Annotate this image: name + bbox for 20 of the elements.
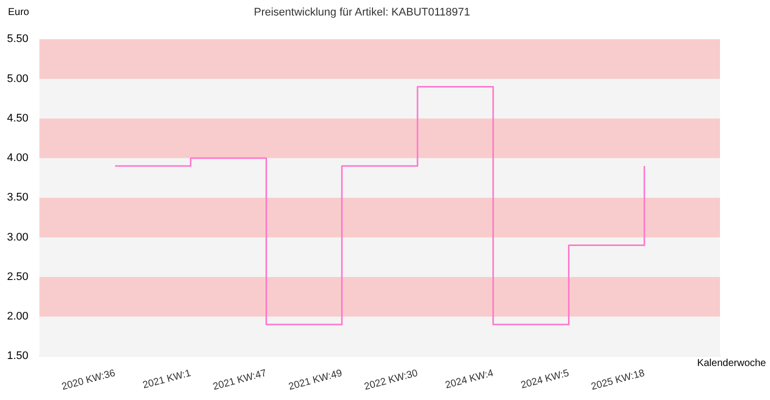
- x-tick-label: 2021 KW:49: [288, 368, 344, 393]
- x-tick-label: 2025 KW:18: [590, 368, 646, 393]
- chart-title: Preisentwicklung für Artikel: KABUT0118971: [254, 6, 470, 19]
- y-axis-title: Euro: [8, 6, 30, 18]
- x-tick-label: 2024 KW:5: [520, 368, 571, 392]
- x-tick-label: 2021 KW:47: [212, 368, 268, 393]
- y-tick-label: 3.50: [6, 192, 28, 204]
- y-tick-label: 5.50: [6, 33, 28, 46]
- x-tick-label: 2022 KW:30: [363, 368, 420, 393]
- y-tick-label: 1.50: [6, 350, 28, 362]
- x-axis-title: Kalenderwoche: [697, 358, 766, 369]
- x-tick-label: 2021 KW:1: [142, 368, 193, 392]
- y-tick-label: 4.00: [6, 152, 28, 164]
- y-tick-label: 2.50: [6, 270, 28, 283]
- y-tick-label: 3.00: [6, 231, 28, 244]
- y-tick-label: 4.50: [6, 112, 28, 124]
- y-tick-label: 5.00: [6, 72, 28, 85]
- x-tick-label: 2020 KW:36: [60, 368, 117, 393]
- y-tick-label: 2.00: [6, 310, 28, 323]
- x-tick-label: 2024 KW:4: [444, 368, 496, 392]
